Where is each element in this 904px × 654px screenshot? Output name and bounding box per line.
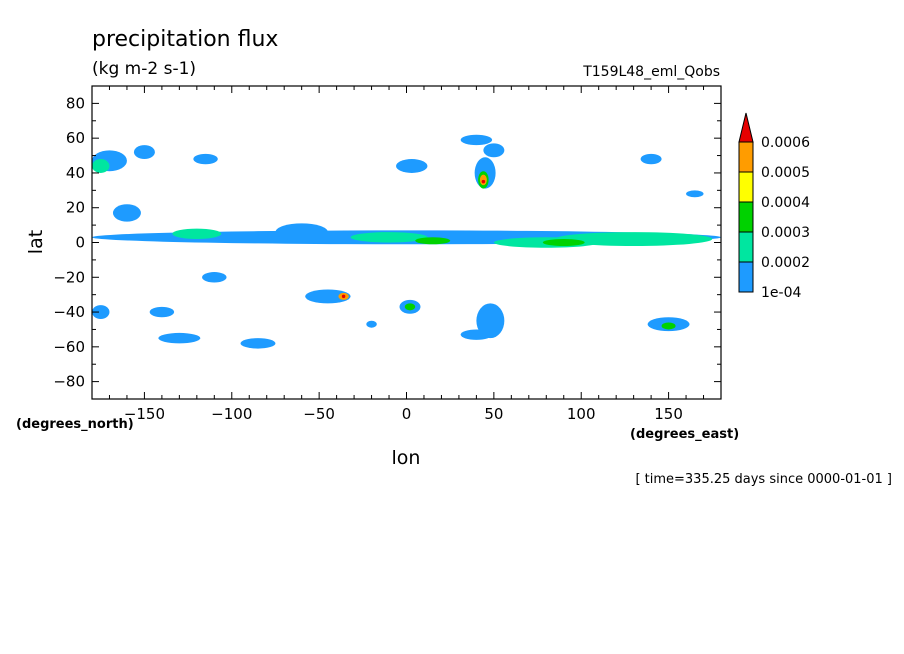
y-tick-label: 60 xyxy=(66,129,85,147)
colorbar-swatch-3 xyxy=(738,171,754,203)
colorbar-swatch-2 xyxy=(738,201,754,233)
time-label: [ time=335.25 days since 0000-01-01 ] xyxy=(635,472,892,487)
precip-region-18 xyxy=(481,179,486,184)
colorbar-label: 0.0005 xyxy=(761,165,810,181)
colorbar-swatch-0 xyxy=(738,261,754,293)
x-tick-label: 50 xyxy=(484,405,503,423)
precip-region-34 xyxy=(158,332,201,344)
precip-region-22 xyxy=(202,272,227,283)
colorbar-label: 0.0006 xyxy=(761,135,810,151)
precip-region-35 xyxy=(240,338,276,349)
y-tick-labels: −80 −60 −40 −20 0 20 40 60 80 xyxy=(53,94,85,390)
precip-region-6 xyxy=(172,228,222,240)
precip-region-31 xyxy=(661,322,676,330)
y-axis-label: lat xyxy=(25,230,47,254)
y-tick-label: −60 xyxy=(53,338,85,356)
precip-region-13 xyxy=(460,134,493,146)
precip-region-14 xyxy=(483,143,505,158)
colorbar-label: 0.0002 xyxy=(761,255,810,271)
x-axis-label: lon xyxy=(392,447,421,469)
colorbar-swatch-4 xyxy=(738,141,754,173)
x-tick-label: 150 xyxy=(654,405,683,423)
precip-region-7 xyxy=(275,223,328,241)
x-tick-label: −150 xyxy=(124,405,165,423)
contour-layer xyxy=(92,134,721,349)
colorbar-label: 0.0004 xyxy=(761,195,810,211)
y-tick-label: −20 xyxy=(53,268,85,286)
x-units-label: (degrees_east) xyxy=(630,427,739,442)
precip-region-5 xyxy=(542,239,585,246)
y-tick-label: 80 xyxy=(66,94,85,112)
y-tick-label: 0 xyxy=(75,234,85,252)
precip-region-12 xyxy=(396,159,428,173)
y-tick-label: 40 xyxy=(66,164,85,182)
precip-region-25 xyxy=(341,294,346,299)
colorbar: 1e-04 0.0002 0.0003 0.0004 0.0005 0.0006 xyxy=(738,112,810,301)
precip-region-27 xyxy=(404,303,416,311)
run-label: T159L48_eml_Qobs xyxy=(582,64,720,80)
precip-region-9 xyxy=(92,159,110,173)
y-units-label: (degrees_north) xyxy=(16,417,134,432)
y-tick-label: −80 xyxy=(53,373,85,391)
precip-region-20 xyxy=(686,190,704,198)
precip-region-4 xyxy=(415,237,451,245)
chart-title: precipitation flux xyxy=(92,27,278,52)
precip-region-19 xyxy=(640,153,662,165)
precip-region-10 xyxy=(133,145,155,160)
colorbar-label: 0.0003 xyxy=(761,225,810,241)
x-tick-label: −100 xyxy=(211,405,252,423)
precip-region-21 xyxy=(112,204,141,222)
x-tick-label: −50 xyxy=(303,405,335,423)
precip-region-29 xyxy=(460,329,493,340)
precip-region-33 xyxy=(149,306,175,318)
colorbar-overflow-triangle xyxy=(738,112,754,143)
precip-region-36 xyxy=(366,320,377,328)
precip-region-23 xyxy=(305,289,351,304)
precip-region-11 xyxy=(193,153,218,165)
precip-region-32 xyxy=(92,305,110,320)
y-tick-label: −40 xyxy=(53,303,85,321)
axis-ticks xyxy=(91,85,722,400)
y-tick-label: 20 xyxy=(66,199,85,217)
chart-units: (kg m-2 s-1) xyxy=(92,59,196,79)
x-tick-label: 100 xyxy=(567,405,596,423)
x-tick-label: 0 xyxy=(402,405,412,423)
precip-region-17 xyxy=(479,174,487,186)
colorbar-swatch-1 xyxy=(738,231,754,263)
precip-region-3 xyxy=(350,232,428,243)
precip-region-28 xyxy=(476,303,505,339)
x-tick-labels: −150 −100 −50 0 50 100 150 xyxy=(124,405,683,423)
colorbar-label: 1e-04 xyxy=(761,285,801,301)
